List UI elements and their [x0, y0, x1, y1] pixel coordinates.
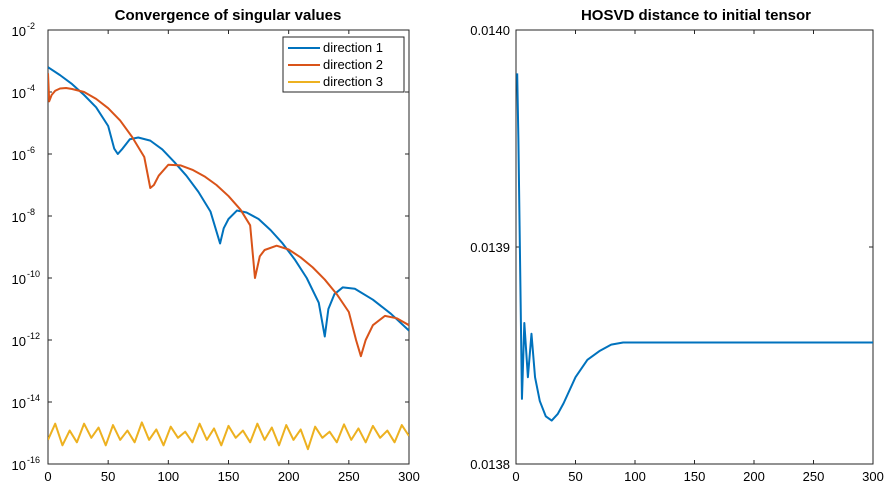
y-tick-exponent: -12 — [27, 331, 40, 341]
series-line-direction-2 — [48, 73, 409, 358]
series-line-0 — [516, 73, 873, 422]
y-tick-exponent: -2 — [27, 21, 35, 31]
x-tick-label: 250 — [803, 469, 825, 484]
right-chart: HOSVD distance to initial tensor 0 50 100 1… — [470, 7, 884, 484]
y-tick-exponent: -14 — [27, 393, 40, 403]
x-tick-label: 150 — [684, 469, 706, 484]
right-y-axis: 0.0138 0.0139 0.0140 — [470, 23, 873, 472]
y-tick-label: 10 — [12, 24, 26, 39]
right-series-group — [516, 73, 873, 422]
right-chart-title: HOSVD distance to initial tensor — [581, 7, 811, 24]
y-tick-label: 0.0139 — [470, 240, 510, 255]
x-tick-label: 100 — [157, 469, 179, 484]
x-tick-label: 50 — [101, 469, 115, 484]
y-tick-label: 10 — [12, 458, 26, 473]
y-tick-label: 10 — [12, 86, 26, 101]
legend-label-direction-2: direction 2 — [323, 57, 383, 72]
y-tick-exponent: -10 — [27, 269, 40, 279]
left-chart-title: Convergence of singular values — [115, 7, 342, 24]
y-tick-exponent: -8 — [27, 207, 35, 217]
y-tick-exponent: -6 — [27, 145, 35, 155]
x-tick-label: 300 — [862, 469, 884, 484]
y-tick-exponent: -16 — [27, 455, 40, 465]
x-tick-label: 150 — [218, 469, 240, 484]
x-tick-label: 300 — [398, 469, 420, 484]
right-x-axis: 0 50 100 150 200 250 300 — [512, 30, 884, 484]
y-tick-label: 10 — [12, 334, 26, 349]
y-tick-label: 10 — [12, 272, 26, 287]
legend-label-direction-3: direction 3 — [323, 74, 383, 89]
x-tick-label: 200 — [278, 469, 300, 484]
series-line-direction-3 — [48, 421, 409, 451]
left-chart: Convergence of singular values 0 50 100 150… — [12, 7, 420, 484]
left-x-axis: 0 50 100 150 200 250 300 — [44, 30, 420, 484]
series-line-direction-1 — [48, 66, 409, 338]
y-tick-label: 10 — [12, 396, 26, 411]
y-tick-label: 10 — [12, 210, 26, 225]
x-tick-label: 200 — [743, 469, 765, 484]
x-tick-label: 50 — [568, 469, 582, 484]
y-tick-label: 0.0140 — [470, 23, 510, 38]
x-tick-label: 100 — [624, 469, 646, 484]
x-tick-label: 250 — [338, 469, 360, 484]
y-tick-exponent: -4 — [27, 83, 35, 93]
legend: direction 1 direction 2 direction 3 — [282, 36, 405, 93]
y-tick-label: 0.0138 — [470, 457, 510, 472]
x-tick-label: 0 — [512, 469, 519, 484]
y-tick-label: 10 — [12, 148, 26, 163]
x-tick-label: 0 — [44, 469, 51, 484]
legend-label-direction-1: direction 1 — [323, 40, 383, 55]
left-series-group — [48, 66, 409, 451]
